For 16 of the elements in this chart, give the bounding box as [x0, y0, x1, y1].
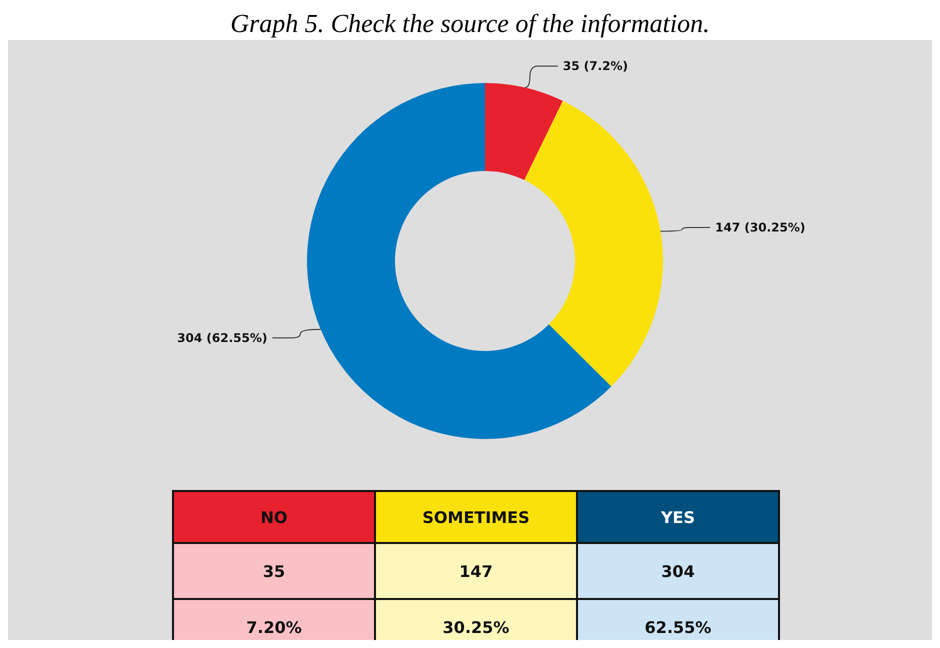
data-label: 147 (30.25%) — [715, 220, 806, 235]
text: 62.55% — [644, 616, 712, 638]
donut-slice — [524, 100, 663, 386]
chart-title: Graph 5. Check the source of the information. — [229, 8, 711, 40]
text: 147 — [375, 543, 577, 599]
text: 304 — [577, 543, 779, 599]
text: NO — [173, 491, 375, 543]
text: 30.25% — [442, 616, 510, 638]
text: 7.20% — [245, 616, 303, 638]
text: YES — [577, 491, 779, 543]
text: SOMETIMES — [375, 491, 577, 543]
data-label: 35 (7.2%) — [562, 59, 628, 74]
data-label: 304 (62.55%) — [177, 330, 268, 345]
text: 35 — [173, 543, 375, 599]
donut-slice — [307, 83, 612, 439]
donut-slice — [485, 83, 563, 180]
